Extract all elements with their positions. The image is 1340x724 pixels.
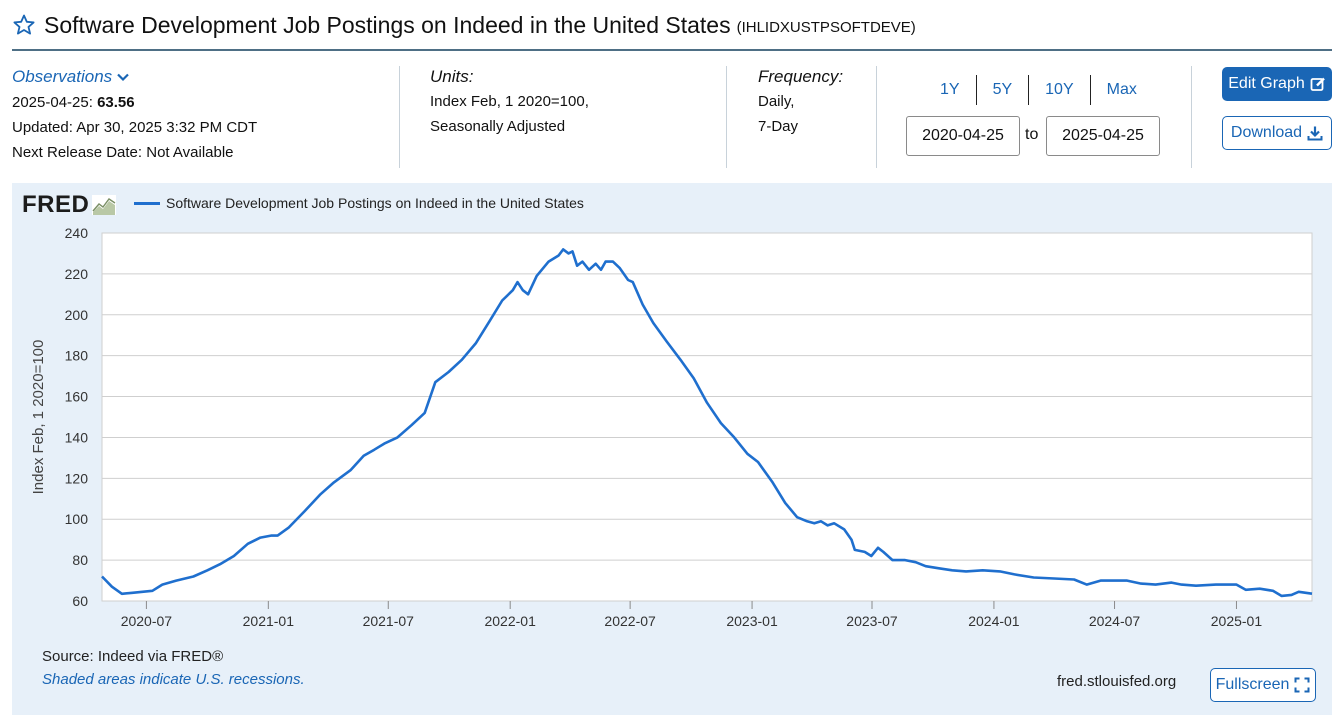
edit-icon	[1310, 77, 1325, 91]
legend-label: Software Development Job Postings on Ind…	[166, 195, 584, 211]
download-label: Download	[1230, 124, 1303, 141]
x-tick-label: 2020-07	[121, 613, 173, 629]
fullscreen-button[interactable]: Fullscreen	[1210, 668, 1316, 702]
x-tick-label: 2021-01	[243, 613, 295, 629]
divider	[876, 66, 877, 168]
plot-area	[101, 232, 1313, 602]
observation-value: 63.56	[97, 94, 135, 111]
edit-graph-button[interactable]: Edit Graph	[1222, 67, 1332, 101]
chevron-down-icon	[117, 73, 129, 81]
observations-dropdown[interactable]: Observations	[12, 64, 130, 89]
title-row: Software Development Job Postings on Ind…	[12, 8, 1332, 42]
frequency-line-1: Daily,	[758, 93, 795, 110]
x-tick-label: 2024-07	[1089, 613, 1141, 629]
range-10y-button[interactable]: 10Y	[1045, 81, 1074, 98]
fred-logo-text: FRED	[22, 191, 90, 218]
fred-logo: FRED	[22, 191, 117, 219]
observations-label: Observations	[12, 67, 113, 86]
recession-note: Shaded areas indicate U.S. recessions.	[42, 671, 305, 688]
source-text: Source: Indeed via FRED®	[42, 648, 224, 665]
x-tick-label: 2023-07	[846, 613, 898, 629]
y-tick-label: 240	[65, 225, 89, 241]
divider	[726, 66, 727, 168]
fullscreen-label: Fullscreen	[1215, 676, 1290, 693]
x-tick-label: 2022-07	[604, 613, 656, 629]
units-panel: Units: Index Feb, 1 2020=100, Seasonally…	[430, 64, 720, 174]
range-separator	[975, 75, 977, 105]
x-tick-label: 2021-07	[363, 613, 415, 629]
y-axis-label: Index Feb, 1 2020=100	[30, 340, 47, 495]
star-icon[interactable]	[12, 13, 36, 37]
frequency-label: Frequency:	[758, 67, 844, 86]
range-5y-button[interactable]: 5Y	[992, 81, 1013, 98]
chart[interactable]: 60 80 100 120 140 160 180 200 220 240 2020-07 2021-…	[12, 183, 1332, 643]
latest-observation: 2025-04-25: 63.56	[12, 90, 392, 115]
updated-text: Updated: Apr 30, 2025 3:32 PM CDT	[12, 119, 258, 136]
chart-panel: 60 80 100 120 140 160 180 200 220 240 2020-07 2021-…	[12, 183, 1332, 715]
divider	[1191, 66, 1192, 168]
chart-legend: Software Development Job Postings on Ind…	[134, 195, 584, 211]
edit-graph-label: Edit Graph	[1228, 75, 1305, 92]
download-icon	[1307, 126, 1323, 141]
frequency-line-2: 7-Day	[758, 118, 799, 135]
units-line-1: Index Feb, 1 2020=100,	[430, 93, 589, 110]
title-divider	[12, 49, 1332, 51]
page-title: Software Development Job Postings on Ind…	[44, 11, 731, 38]
series-id: (IHLIDXUSTPSOFTDEVE)	[736, 18, 916, 36]
download-button[interactable]: Download	[1222, 116, 1332, 150]
range-separator	[1028, 75, 1030, 105]
y-tick-label: 220	[65, 266, 89, 282]
end-date-input[interactable]: 2025-04-25	[1046, 116, 1160, 156]
fred-logo-graph-icon	[92, 195, 117, 215]
next-release-text: Next Release Date: Not Available	[12, 144, 234, 161]
frequency-panel: Frequency: Daily, 7-Day	[758, 64, 868, 174]
observation-date: 2025-04-25:	[12, 94, 93, 111]
fullscreen-icon	[1294, 677, 1310, 693]
y-tick-label: 180	[65, 348, 89, 364]
fred-url: fred.stlouisfed.org	[1057, 673, 1177, 690]
y-tick-label: 140	[65, 429, 89, 445]
start-date-input[interactable]: 2020-04-25	[906, 116, 1020, 156]
legend-swatch	[134, 201, 160, 205]
y-tick-label: 160	[65, 389, 89, 405]
range-buttons: 1Y 5Y 10Y Max	[924, 74, 1153, 106]
y-tick-label: 100	[65, 511, 89, 527]
series-line	[101, 248, 1313, 598]
y-tick-label: 120	[65, 470, 89, 486]
range-max-button[interactable]: Max	[1106, 81, 1137, 98]
units-label: Units:	[430, 67, 474, 86]
y-tick-label: 60	[72, 593, 88, 609]
x-tick-label: 2022-01	[484, 613, 536, 629]
range-separator	[1089, 75, 1091, 105]
to-label: to	[1025, 126, 1039, 143]
x-tick-label: 2024-01	[968, 613, 1020, 629]
y-tick-label: 80	[72, 552, 88, 568]
y-tick-label: 200	[65, 307, 89, 323]
observations-panel: Observations 2025-04-25: 63.56 Updated: …	[12, 64, 392, 174]
range-1y-button[interactable]: 1Y	[940, 81, 960, 98]
x-tick-label: 2023-01	[726, 613, 778, 629]
units-line-2: Seasonally Adjusted	[430, 118, 566, 135]
divider	[399, 66, 400, 168]
x-tick-label: 2025-01	[1211, 613, 1263, 629]
